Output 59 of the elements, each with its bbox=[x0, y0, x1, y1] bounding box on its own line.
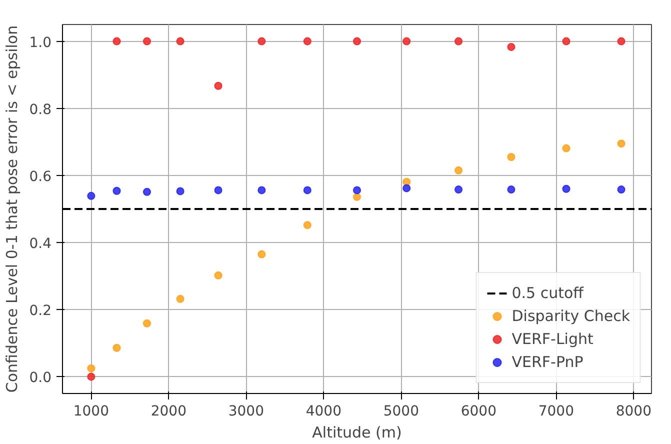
x-tick-label: 2000 bbox=[150, 404, 186, 420]
y-tick-label: 0.2 bbox=[29, 303, 52, 320]
point bbox=[617, 140, 626, 148]
point bbox=[87, 372, 96, 381]
point bbox=[176, 37, 184, 46]
x-tick-label: 6000 bbox=[460, 404, 496, 420]
x-tick-label: 7000 bbox=[538, 404, 574, 420]
legend-label: VERF-Light bbox=[512, 330, 594, 348]
point bbox=[562, 37, 570, 46]
point bbox=[112, 344, 121, 352]
point bbox=[142, 319, 151, 328]
y-tick-label: 0.8 bbox=[29, 102, 52, 118]
x-tick-label: 5000 bbox=[383, 404, 419, 420]
point bbox=[142, 188, 151, 196]
point bbox=[303, 37, 312, 46]
x-axis-title: Altitude (m) bbox=[312, 424, 402, 442]
legend-label: 0.5 cutoff bbox=[512, 284, 584, 302]
point bbox=[142, 37, 151, 46]
y-tick-label: 0.6 bbox=[29, 168, 52, 185]
y-axis-title: Confidence Level 0-1 that pose error is < epsilon bbox=[3, 25, 22, 393]
point bbox=[303, 221, 312, 230]
point bbox=[617, 37, 626, 46]
point bbox=[87, 364, 96, 372]
point bbox=[353, 192, 361, 201]
point bbox=[507, 153, 516, 161]
point bbox=[562, 144, 570, 152]
x-tick-label: 4000 bbox=[306, 404, 342, 420]
legend-label: VERF-PnP bbox=[512, 353, 584, 371]
x-tick-label: 3000 bbox=[228, 404, 264, 420]
legend-label: Disparity Check bbox=[512, 307, 630, 325]
point bbox=[402, 184, 411, 192]
point bbox=[617, 186, 626, 194]
point bbox=[402, 178, 411, 186]
point bbox=[454, 166, 463, 174]
point bbox=[214, 82, 222, 90]
y-tick-label: 1.0 bbox=[29, 34, 52, 51]
y-tick-label: 0.4 bbox=[29, 236, 52, 252]
point bbox=[454, 37, 463, 46]
point bbox=[353, 37, 361, 46]
point bbox=[562, 184, 570, 193]
point bbox=[112, 37, 121, 46]
point bbox=[258, 186, 266, 194]
point bbox=[112, 186, 121, 195]
y-tick-label: 0.0 bbox=[29, 370, 52, 386]
point bbox=[176, 294, 184, 303]
point bbox=[402, 37, 411, 46]
point bbox=[454, 186, 463, 194]
x-tick-label: 1000 bbox=[73, 404, 109, 420]
point bbox=[507, 186, 516, 194]
point bbox=[214, 271, 222, 280]
x-tick-label: 8000 bbox=[616, 404, 652, 420]
point bbox=[87, 192, 96, 200]
point bbox=[214, 186, 222, 194]
point bbox=[176, 187, 184, 196]
point bbox=[303, 186, 312, 194]
point bbox=[353, 186, 361, 194]
point bbox=[258, 37, 266, 46]
point bbox=[507, 42, 516, 51]
point bbox=[258, 250, 266, 258]
